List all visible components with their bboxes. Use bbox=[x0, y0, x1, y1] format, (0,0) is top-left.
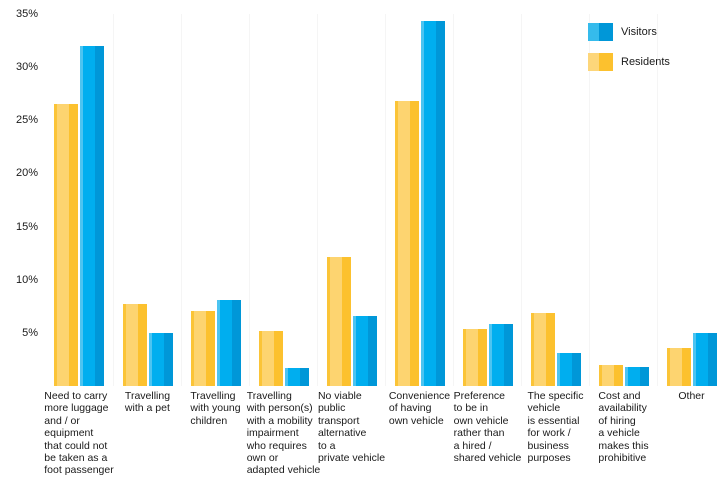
x-axis-category-label: No viable public transport alternative t… bbox=[317, 390, 386, 465]
legend-label: Residents bbox=[621, 56, 670, 68]
y-axis-tick-label: 35% bbox=[15, 8, 38, 20]
x-axis-category-label: Need to carry more luggage and / or equi… bbox=[44, 390, 114, 477]
bar-residents bbox=[54, 104, 78, 386]
category-cell: Travelling with young children bbox=[181, 14, 249, 427]
bar-group bbox=[45, 14, 113, 386]
bar-visitors bbox=[148, 332, 173, 386]
x-axis-category-label: Travelling with young children bbox=[190, 390, 241, 427]
bar-residents bbox=[666, 347, 691, 386]
x-axis-category-label: Preference to be in own vehicle rather t… bbox=[453, 390, 522, 465]
bar-residents bbox=[462, 328, 487, 386]
legend-label: Visitors bbox=[621, 26, 657, 38]
x-axis-category-label: Other bbox=[678, 390, 705, 402]
y-axis-tick-label: 5% bbox=[22, 326, 38, 339]
bar-visitors bbox=[352, 315, 377, 386]
bar-group bbox=[658, 14, 725, 386]
x-axis-category-label: The specific vehicle is essential for wo… bbox=[527, 390, 584, 465]
bar-group bbox=[386, 14, 453, 386]
bar-residents bbox=[122, 304, 147, 386]
bar-group bbox=[250, 14, 317, 386]
legend-item: Visitors bbox=[588, 23, 670, 41]
category-cell: Cost and availability of hiring a vehicl… bbox=[589, 14, 657, 464]
bar-residents bbox=[326, 257, 351, 386]
legend-item: Residents bbox=[588, 53, 670, 71]
y-axis-tick-label: 15% bbox=[15, 220, 38, 233]
x-axis-category-label: Travelling with a pet bbox=[124, 390, 171, 415]
bar-group bbox=[590, 14, 657, 386]
bar-visitors bbox=[556, 353, 581, 386]
bar-group bbox=[522, 14, 589, 386]
bar-residents bbox=[190, 310, 215, 386]
bar-visitors bbox=[624, 366, 649, 386]
x-axis-category-label: Cost and availability of hiring a vehicl… bbox=[598, 390, 649, 465]
y-axis-tick-label: 30% bbox=[15, 61, 38, 74]
bar-visitors bbox=[488, 324, 513, 386]
category-cell: Preference to be in own vehicle rather t… bbox=[453, 14, 521, 464]
bar-visitors bbox=[284, 367, 309, 386]
bar-residents bbox=[394, 101, 419, 386]
x-axis-category-label: Travelling with person(s) with a mobilit… bbox=[246, 390, 321, 477]
category-cell: Travelling with person(s) with a mobilit… bbox=[247, 14, 320, 476]
category-cell: No viable public transport alternative t… bbox=[317, 14, 385, 464]
bar-residents bbox=[530, 312, 555, 386]
bar-group bbox=[318, 14, 385, 386]
y-axis: 35% 30% 25% 20% 15% 10% 5% bbox=[0, 8, 38, 386]
bar-visitors bbox=[80, 45, 104, 386]
bar-group bbox=[182, 14, 249, 386]
x-axis-category-label: Convenience of having own vehicle bbox=[388, 390, 451, 427]
category-cell: Travelling with a pet bbox=[113, 14, 181, 414]
legend-swatch-visitors-icon bbox=[588, 23, 613, 41]
category-cell: Need to carry more luggage and / or equi… bbox=[44, 14, 114, 476]
bar-visitors bbox=[216, 299, 241, 386]
bar-visitors bbox=[692, 332, 717, 386]
y-axis-tick-label: 10% bbox=[15, 273, 38, 286]
bar-visitors bbox=[420, 21, 445, 386]
category-cell: The specific vehicle is essential for wo… bbox=[521, 14, 589, 464]
plot-area: Need to carry more luggage and / or equi… bbox=[44, 14, 725, 476]
bar-group bbox=[454, 14, 521, 386]
y-axis-tick-label: 20% bbox=[15, 167, 38, 180]
bar-group bbox=[114, 14, 181, 386]
category-cell: Convenience of having own vehicle bbox=[385, 14, 453, 427]
bar-residents bbox=[258, 330, 283, 386]
legend: Visitors Residents bbox=[588, 23, 670, 83]
legend-swatch-residents-icon bbox=[588, 53, 613, 71]
y-axis-tick-label: 25% bbox=[15, 114, 38, 127]
category-cell: Other bbox=[657, 14, 725, 402]
bar-residents bbox=[598, 364, 623, 386]
